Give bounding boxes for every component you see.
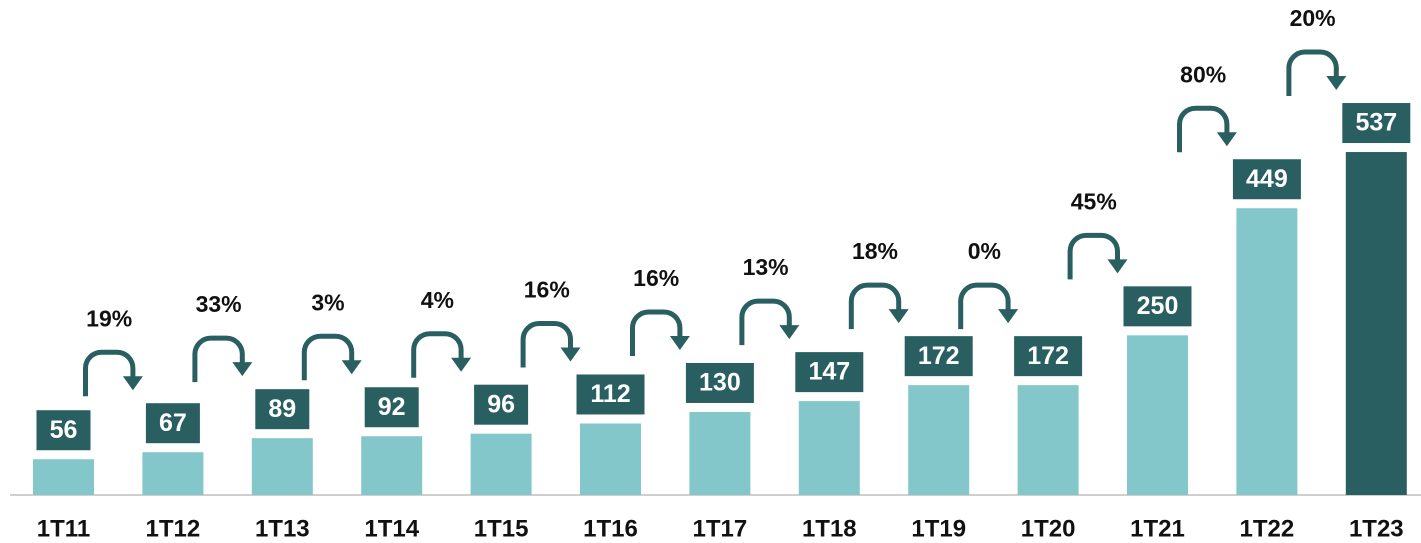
bar bbox=[142, 452, 204, 495]
value-label-box bbox=[1342, 103, 1411, 144]
x-tick-label: 1T14 bbox=[364, 515, 419, 542]
value-label: 449 bbox=[1246, 165, 1288, 193]
growth-label: 19% bbox=[86, 305, 132, 331]
growth-arrow bbox=[520, 320, 573, 368]
value-label-box bbox=[685, 362, 754, 403]
arrow-head bbox=[122, 376, 143, 391]
arrow-head bbox=[1216, 132, 1237, 147]
value-label: 89 bbox=[268, 395, 296, 423]
growth-arrow bbox=[848, 282, 902, 330]
growth-arrow bbox=[301, 333, 355, 381]
growth-arrow bbox=[83, 349, 136, 397]
value-label-box bbox=[145, 403, 200, 444]
x-tick-label: 1T18 bbox=[802, 515, 857, 542]
growth-arrow bbox=[411, 331, 464, 378]
bar bbox=[33, 459, 94, 495]
value-label: 172 bbox=[1027, 342, 1069, 370]
x-tick-label: 1T15 bbox=[474, 515, 529, 542]
value-label: 56 bbox=[50, 416, 78, 444]
bar bbox=[470, 433, 532, 495]
x-tick-label: 1T23 bbox=[1349, 515, 1404, 542]
arrow-head bbox=[1107, 259, 1128, 274]
bar bbox=[1345, 152, 1407, 495]
arrow-head bbox=[560, 347, 581, 362]
value-label-box bbox=[795, 352, 864, 393]
value-label-box bbox=[1232, 159, 1301, 200]
growth-arrow bbox=[1067, 232, 1120, 280]
value-label-box bbox=[1014, 336, 1083, 377]
growth-label: 20% bbox=[1290, 5, 1336, 31]
value-label: 112 bbox=[590, 380, 630, 408]
x-tick-label: 1T16 bbox=[583, 515, 638, 542]
value-label: 92 bbox=[378, 393, 406, 421]
arrow-head bbox=[669, 335, 690, 350]
value-label: 130 bbox=[699, 369, 741, 397]
value-label: 147 bbox=[808, 358, 850, 386]
value-label-box bbox=[255, 389, 310, 430]
growth-label: 18% bbox=[852, 238, 898, 264]
x-tick-label: 1T13 bbox=[255, 515, 310, 542]
x-tick-label: 1T17 bbox=[693, 515, 748, 542]
growth-arrow bbox=[630, 309, 683, 356]
growth-label: 80% bbox=[1180, 61, 1226, 87]
value-label-box bbox=[576, 374, 645, 415]
bar bbox=[908, 385, 970, 495]
growth-arrow bbox=[958, 282, 1011, 330]
bar bbox=[361, 436, 423, 495]
growth-label: 3% bbox=[311, 289, 344, 315]
growth-arrow bbox=[739, 298, 792, 346]
value-label-box bbox=[36, 410, 91, 451]
arrow-head bbox=[341, 360, 362, 375]
arrow-head bbox=[451, 357, 472, 372]
growth-label: 16% bbox=[633, 265, 679, 291]
value-label: 172 bbox=[918, 342, 960, 370]
x-tick-label: 1T12 bbox=[146, 515, 201, 542]
growth-arrow bbox=[1286, 49, 1339, 97]
growth-label: 4% bbox=[421, 287, 454, 313]
x-tick-label: 1T20 bbox=[1021, 515, 1076, 542]
value-label-box bbox=[904, 336, 973, 377]
growth-label: 33% bbox=[196, 291, 242, 317]
bar bbox=[251, 438, 313, 495]
arrow-head bbox=[779, 325, 800, 340]
growth-label: 0% bbox=[968, 238, 1001, 264]
arrow-head bbox=[888, 309, 909, 324]
growth-label: 45% bbox=[1071, 188, 1117, 214]
growth-label: 13% bbox=[743, 254, 789, 280]
x-tick-label: 1T11 bbox=[37, 515, 90, 542]
bar bbox=[1017, 385, 1079, 495]
growth-arrow bbox=[192, 335, 245, 383]
value-label: 250 bbox=[1137, 292, 1179, 320]
bar bbox=[1236, 208, 1298, 496]
value-label-box bbox=[1123, 286, 1192, 327]
value-label-box bbox=[474, 384, 529, 425]
arrow-head bbox=[1326, 76, 1347, 91]
x-tick-label: 1T19 bbox=[911, 515, 966, 542]
growth-label: 16% bbox=[524, 277, 570, 303]
bar bbox=[798, 401, 860, 495]
value-label-box bbox=[364, 387, 419, 428]
value-label: 537 bbox=[1355, 109, 1397, 137]
arrow-head bbox=[232, 362, 253, 377]
bar bbox=[1127, 335, 1188, 495]
arrow-head bbox=[998, 309, 1019, 324]
growth-arrow bbox=[1177, 105, 1230, 153]
bar bbox=[689, 411, 751, 495]
value-label: 96 bbox=[487, 390, 515, 418]
bar bbox=[580, 423, 641, 495]
value-label: 67 bbox=[159, 409, 187, 437]
x-tick-label: 1T21 bbox=[1130, 515, 1185, 542]
x-tick-label: 1T22 bbox=[1240, 515, 1295, 542]
